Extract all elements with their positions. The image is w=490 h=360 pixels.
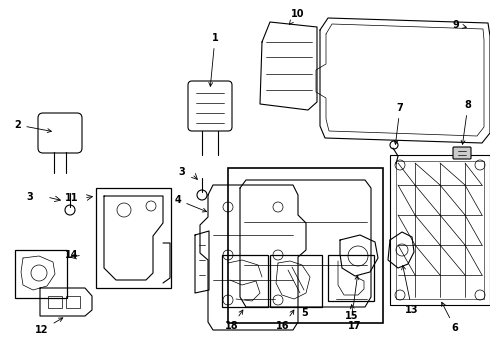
Bar: [270, 255, 322, 307]
Text: 16: 16: [276, 310, 294, 331]
Text: 3: 3: [26, 192, 33, 202]
Text: 3: 3: [179, 167, 185, 177]
Text: 11: 11: [65, 193, 79, 203]
Text: 13: 13: [402, 266, 419, 315]
Bar: [66, 296, 80, 308]
Bar: [390, 155, 490, 305]
Text: 17: 17: [348, 305, 362, 331]
Text: 15: 15: [345, 276, 359, 321]
Bar: [396, 161, 484, 299]
Text: 7: 7: [394, 103, 403, 144]
Text: 14: 14: [65, 250, 79, 260]
FancyBboxPatch shape: [453, 147, 471, 159]
Text: 4: 4: [174, 195, 207, 212]
Bar: [48, 296, 62, 308]
Bar: [328, 255, 374, 301]
Bar: [96, 188, 171, 288]
Text: 6: 6: [441, 302, 458, 333]
Text: 18: 18: [225, 310, 243, 331]
Bar: [228, 168, 383, 323]
Text: 8: 8: [461, 100, 471, 144]
Bar: [222, 255, 268, 307]
Bar: [15, 250, 67, 298]
Text: 9: 9: [453, 20, 466, 30]
Text: 10: 10: [289, 9, 305, 24]
Text: 12: 12: [35, 318, 63, 335]
Text: 1: 1: [209, 33, 219, 86]
Text: 2: 2: [15, 120, 51, 132]
Text: 5: 5: [302, 308, 308, 318]
